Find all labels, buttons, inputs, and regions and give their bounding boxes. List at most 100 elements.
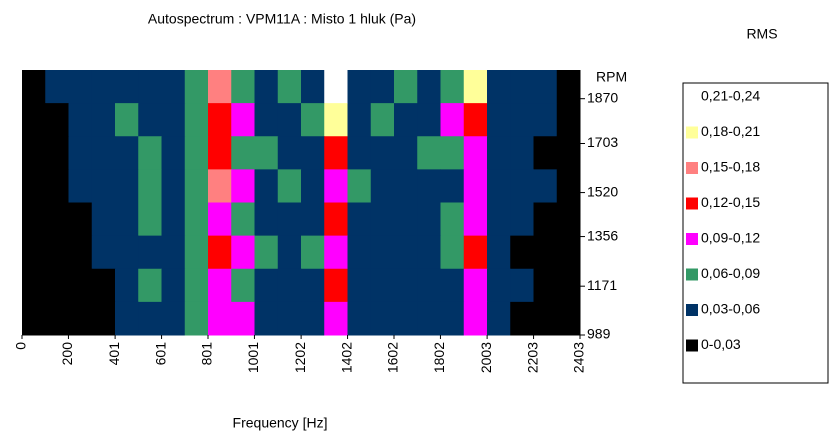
heat-cell [347, 301, 372, 336]
heat-cell [463, 235, 488, 270]
heat-cell [184, 70, 209, 104]
heat-cell [417, 136, 441, 170]
heat-cell [556, 268, 581, 303]
heat-cell [115, 70, 139, 104]
heat-cell [510, 235, 534, 270]
legend-label: 0,15-0,18 [701, 159, 760, 175]
heat-cell [417, 268, 441, 303]
heat-cell [370, 70, 395, 104]
heat-cell [440, 103, 465, 137]
heat-cell [184, 268, 209, 303]
heat-cell [208, 301, 232, 336]
heat-cell [394, 268, 418, 303]
heat-cell [115, 235, 139, 270]
heat-cell [22, 235, 46, 270]
heat-cell [45, 169, 69, 203]
heat-cell [68, 235, 93, 270]
heat-cell [417, 301, 441, 336]
heat-cell [91, 169, 116, 203]
heat-cell [138, 70, 162, 104]
legend-label: 0-0,03 [701, 336, 741, 352]
heat-cell [487, 268, 511, 303]
heat-cell [487, 169, 511, 203]
legend-label: 0,09-0,12 [701, 230, 760, 246]
heat-cell [463, 169, 488, 203]
heat-cell [440, 301, 465, 336]
heat-cell [370, 136, 395, 170]
heat-cell [301, 202, 325, 237]
heat-cell [324, 301, 348, 336]
heat-cell [370, 301, 395, 336]
heat-cell [45, 70, 69, 104]
heat-cell [370, 169, 395, 203]
heat-cell [231, 169, 255, 203]
heat-cell [556, 235, 581, 270]
heat-cell [301, 169, 325, 203]
heat-cell [254, 268, 279, 303]
heat-cell [254, 235, 279, 270]
heat-cell [417, 103, 441, 137]
heat-cell [161, 268, 186, 303]
heat-cell [417, 169, 441, 203]
heat-cell [394, 169, 418, 203]
heat-cell [324, 268, 348, 303]
heat-cell [138, 235, 162, 270]
heat-cell [370, 268, 395, 303]
heat-cell [324, 202, 348, 237]
heat-cell [556, 70, 581, 104]
heat-cell [254, 202, 279, 237]
heat-cell [161, 103, 186, 137]
heat-cell [533, 202, 558, 237]
heat-cell [277, 268, 302, 303]
heat-cell [301, 301, 325, 336]
heat-cell [301, 268, 325, 303]
x-tick-label: 401 [106, 342, 122, 366]
x-axis-label: Frequency [Hz] [233, 415, 328, 431]
heat-cell [347, 268, 372, 303]
legend-label: 0,18-0,21 [701, 123, 760, 139]
heat-cell [68, 268, 93, 303]
heat-cell [91, 70, 116, 104]
heat-cell [161, 202, 186, 237]
heat-cell [91, 136, 116, 170]
heat-cell [184, 169, 209, 203]
heat-cell [138, 301, 162, 336]
x-tick-label: 2003 [478, 342, 494, 373]
heat-cell [394, 136, 418, 170]
heat-cell [231, 70, 255, 104]
heat-cell [533, 301, 558, 336]
legend-box [682, 82, 829, 384]
heat-cell [533, 235, 558, 270]
heat-cell [254, 136, 279, 170]
heat-cell [463, 70, 488, 104]
heat-cell [254, 169, 279, 203]
heat-cell [277, 136, 302, 170]
heat-cell [394, 301, 418, 336]
heat-cell [440, 202, 465, 237]
heat-cell [277, 103, 302, 137]
x-tick-label: 2203 [524, 342, 540, 373]
y-tick-label: 1520 [587, 183, 618, 199]
heat-cell [417, 202, 441, 237]
heat-cell [184, 136, 209, 170]
heat-cell [277, 235, 302, 270]
heat-cell [231, 301, 255, 336]
heat-cell [301, 70, 325, 104]
heat-cell [115, 136, 139, 170]
heat-cell [510, 169, 534, 203]
heat-cell [208, 103, 232, 137]
heat-cell [208, 136, 232, 170]
heat-cell [487, 202, 511, 237]
heat-cell [487, 70, 511, 104]
heat-cell [417, 70, 441, 104]
heat-cell [417, 235, 441, 270]
heat-cell [324, 169, 348, 203]
heat-cell [533, 103, 558, 137]
x-tick-label: 1402 [338, 342, 354, 373]
heat-cell [22, 136, 46, 170]
x-tick-label: 1802 [431, 342, 447, 373]
heat-cell [231, 268, 255, 303]
heat-cell [22, 169, 46, 203]
heat-cell [138, 169, 162, 203]
